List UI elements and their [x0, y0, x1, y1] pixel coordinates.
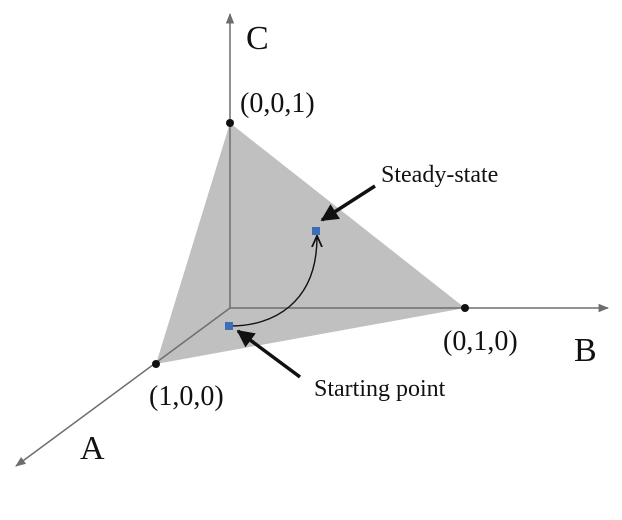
axis-a-label: A: [80, 430, 105, 467]
axis-c-label: C: [246, 20, 269, 57]
axis-b-label: B: [574, 332, 597, 369]
steady-state-marker: [312, 227, 320, 235]
steady-state-pointer-arrow: [320, 184, 376, 222]
steady-state-label: Steady-state: [381, 162, 498, 188]
starting-point-marker: [225, 322, 233, 330]
vertex-b-label: (0,1,0): [443, 326, 518, 357]
simplex-plane: [156, 123, 465, 364]
vertex-c-label: (0,0,1): [240, 88, 315, 119]
starting-point-label: Starting point: [314, 376, 446, 402]
vertex-c-dot: [226, 119, 234, 127]
vertex-b-dot: [461, 304, 469, 312]
vertex-a-dot: [152, 360, 160, 368]
vertex-a-label: (1,0,0): [149, 381, 224, 412]
starting-point-pointer-arrow: [236, 329, 302, 379]
axis-a: [15, 307, 231, 467]
trajectory-curve: [230, 237, 317, 327]
